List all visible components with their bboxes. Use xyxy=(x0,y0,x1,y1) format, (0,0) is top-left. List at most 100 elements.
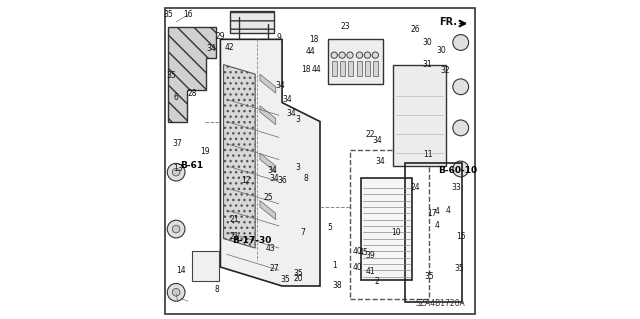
Text: 35: 35 xyxy=(454,264,464,273)
Text: 21: 21 xyxy=(230,215,239,224)
Text: 3: 3 xyxy=(296,163,300,172)
Text: 35: 35 xyxy=(293,269,303,278)
Text: 40: 40 xyxy=(353,263,362,271)
Text: 32: 32 xyxy=(440,66,450,76)
Text: 43: 43 xyxy=(266,243,276,253)
Text: 2: 2 xyxy=(374,277,380,286)
Text: 34: 34 xyxy=(287,109,296,118)
Text: 40: 40 xyxy=(353,247,362,256)
Text: 28: 28 xyxy=(187,89,196,98)
Circle shape xyxy=(453,161,468,177)
Circle shape xyxy=(167,220,185,238)
Bar xyxy=(340,62,345,76)
Text: 29: 29 xyxy=(216,32,225,41)
Text: 25: 25 xyxy=(263,193,273,202)
Text: 37: 37 xyxy=(173,139,182,148)
Text: 34: 34 xyxy=(276,81,285,90)
Text: 4: 4 xyxy=(445,206,451,215)
Text: 34: 34 xyxy=(372,136,382,145)
Text: 35: 35 xyxy=(424,272,434,281)
Text: B-61: B-61 xyxy=(180,161,204,170)
Bar xyxy=(361,178,412,280)
Text: SZA4B1720A: SZA4B1720A xyxy=(416,299,465,308)
Text: 33: 33 xyxy=(451,183,461,192)
Text: B-17-30: B-17-30 xyxy=(232,236,272,245)
Polygon shape xyxy=(260,201,276,219)
Text: 10: 10 xyxy=(391,228,401,237)
Circle shape xyxy=(356,52,363,58)
Text: 35: 35 xyxy=(163,10,173,19)
Circle shape xyxy=(372,52,378,58)
Text: 22: 22 xyxy=(366,130,375,139)
Text: 18: 18 xyxy=(309,35,319,44)
Bar xyxy=(192,251,219,281)
Circle shape xyxy=(167,163,185,181)
Bar xyxy=(405,163,462,302)
Circle shape xyxy=(172,168,180,176)
Text: 34: 34 xyxy=(268,166,278,175)
Circle shape xyxy=(167,284,185,301)
Text: 45: 45 xyxy=(359,248,369,257)
Circle shape xyxy=(331,52,337,58)
Text: 5: 5 xyxy=(327,223,332,232)
Circle shape xyxy=(347,52,353,58)
Text: 7: 7 xyxy=(300,228,305,237)
Circle shape xyxy=(172,225,180,233)
Circle shape xyxy=(453,79,468,95)
Text: 1: 1 xyxy=(332,261,337,270)
Text: 30: 30 xyxy=(436,46,445,55)
Bar xyxy=(393,65,447,166)
Text: 44: 44 xyxy=(312,65,322,74)
Text: 26: 26 xyxy=(410,25,420,34)
Bar xyxy=(357,62,362,76)
Text: 35: 35 xyxy=(280,275,290,284)
Text: 4: 4 xyxy=(435,207,440,216)
Text: 3: 3 xyxy=(296,115,300,124)
Bar xyxy=(365,62,370,76)
Text: 27: 27 xyxy=(269,264,279,273)
Text: 12: 12 xyxy=(241,175,250,185)
Text: 44: 44 xyxy=(306,48,316,56)
Text: 14: 14 xyxy=(176,266,186,275)
Text: 24: 24 xyxy=(410,183,420,192)
Bar xyxy=(332,62,337,76)
Text: 36: 36 xyxy=(277,175,287,185)
FancyBboxPatch shape xyxy=(165,8,475,315)
Polygon shape xyxy=(223,65,255,248)
Bar xyxy=(348,62,353,76)
Text: 9: 9 xyxy=(276,33,282,42)
Circle shape xyxy=(339,52,346,58)
Text: 42: 42 xyxy=(225,43,235,52)
Text: 34: 34 xyxy=(282,95,292,104)
Text: 23: 23 xyxy=(340,22,350,31)
Text: 34: 34 xyxy=(206,44,216,53)
Text: 6: 6 xyxy=(173,93,179,102)
Bar xyxy=(230,11,274,33)
Text: 41: 41 xyxy=(366,267,376,276)
Polygon shape xyxy=(260,153,276,172)
Bar xyxy=(373,62,378,76)
Text: 4: 4 xyxy=(435,221,440,230)
Text: 8: 8 xyxy=(303,174,308,183)
Polygon shape xyxy=(260,106,276,125)
Circle shape xyxy=(453,34,468,50)
Text: 21: 21 xyxy=(230,233,239,241)
Bar xyxy=(328,39,383,84)
Polygon shape xyxy=(168,27,216,122)
Text: 34: 34 xyxy=(269,174,279,183)
Text: 13: 13 xyxy=(173,165,182,174)
Text: 19: 19 xyxy=(200,147,209,156)
Text: 17: 17 xyxy=(428,209,437,218)
Text: 20: 20 xyxy=(293,274,303,283)
Text: 11: 11 xyxy=(423,150,432,159)
Bar xyxy=(350,150,429,299)
Text: 31: 31 xyxy=(422,60,433,69)
Circle shape xyxy=(453,120,468,136)
Text: 18: 18 xyxy=(301,65,310,74)
Text: 38: 38 xyxy=(333,281,342,291)
Polygon shape xyxy=(260,74,276,93)
Text: 15: 15 xyxy=(456,233,465,241)
Circle shape xyxy=(172,288,180,296)
Text: FR.: FR. xyxy=(439,17,457,27)
Text: 30: 30 xyxy=(422,38,433,47)
